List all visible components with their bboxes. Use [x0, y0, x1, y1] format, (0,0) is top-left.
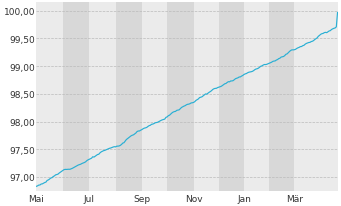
- Bar: [219, 4, 244, 191]
- Bar: [167, 4, 194, 191]
- Bar: [63, 4, 89, 191]
- Bar: [142, 4, 167, 191]
- Bar: [294, 4, 339, 191]
- Bar: [36, 4, 63, 191]
- Bar: [269, 4, 294, 191]
- Bar: [194, 4, 219, 191]
- Bar: [244, 4, 269, 191]
- Bar: [116, 4, 142, 191]
- Bar: [89, 4, 116, 191]
